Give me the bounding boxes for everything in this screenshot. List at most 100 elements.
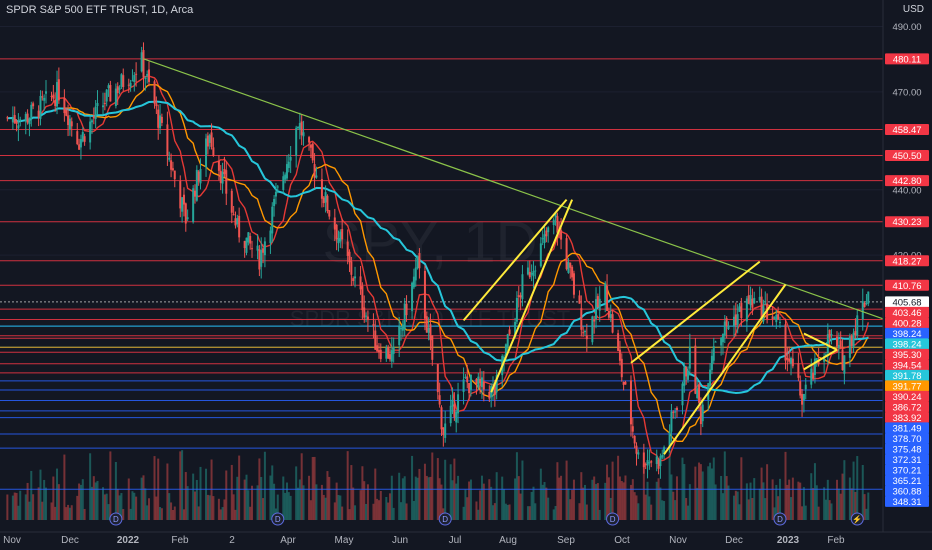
volume-bar	[92, 476, 95, 520]
candle-body	[674, 411, 677, 413]
candle-body	[687, 370, 690, 380]
volume-bar	[585, 504, 588, 520]
candle-body	[791, 358, 794, 367]
candle-body	[464, 376, 467, 378]
candle-body	[54, 99, 57, 107]
candle-body	[199, 168, 202, 184]
candle-body	[732, 316, 735, 326]
candle-body	[583, 331, 586, 333]
volume-bar	[302, 485, 305, 520]
candle-body	[81, 131, 84, 142]
volume-bar	[661, 500, 664, 520]
price-label: 386.72	[892, 402, 921, 413]
volume-bar	[385, 496, 388, 520]
volume-bar	[354, 505, 357, 520]
volume-bar	[425, 475, 428, 520]
candle-body	[276, 186, 279, 188]
volume-bar	[683, 464, 686, 520]
volume-bar	[133, 492, 136, 520]
candle-body	[153, 81, 156, 104]
volume-bar	[723, 451, 726, 520]
price-label-bg	[885, 306, 929, 318]
volume-bar	[449, 464, 452, 520]
candle-body	[320, 179, 323, 199]
price-label-bg	[885, 317, 929, 329]
volume-bar	[519, 493, 522, 520]
volume-bar	[284, 492, 287, 520]
volume-bar	[83, 508, 86, 520]
candle-body	[714, 341, 717, 343]
candle-body	[440, 407, 443, 430]
volume-bar	[63, 454, 66, 520]
volume-bar	[320, 484, 323, 520]
volume-bar	[308, 475, 311, 520]
volume-bar	[300, 453, 303, 520]
candle-body	[17, 125, 20, 129]
candle-body	[26, 113, 29, 123]
volume-bar	[672, 491, 675, 520]
volume-bar	[771, 479, 774, 520]
volume-bar	[580, 472, 583, 520]
volume-bar	[70, 505, 73, 520]
candle-body	[44, 91, 47, 94]
event-marker-label: ⚡	[852, 514, 862, 524]
candle-body	[777, 314, 780, 320]
volume-bar	[710, 468, 713, 520]
candle-body	[335, 224, 338, 240]
volume-bar	[26, 482, 29, 520]
volume-bar	[462, 506, 465, 520]
volume-bar	[620, 481, 623, 520]
volume-bar	[44, 487, 47, 520]
volume-bar	[745, 483, 748, 520]
volume-bar	[698, 462, 701, 520]
volume-bar	[114, 461, 117, 520]
price-label-bg	[885, 390, 929, 402]
candles	[6, 42, 870, 479]
candle-body	[517, 295, 520, 297]
candle-body	[758, 296, 761, 301]
volume-bar	[341, 506, 344, 520]
currency-label: USD	[902, 4, 924, 15]
volume-bar	[322, 494, 325, 520]
time-axis[interactable]: Nov Dec 2022 Feb 2 Apr May Jun Jul Aug Sep Oct Nov De…	[3, 535, 845, 546]
volume-bar	[736, 491, 739, 520]
candle-body	[786, 357, 789, 360]
volume-bar	[721, 493, 724, 520]
volume-bar	[740, 457, 743, 520]
volume-bar	[727, 485, 730, 520]
candle-body	[333, 217, 336, 230]
candle-body	[78, 144, 81, 150]
volume-bar	[52, 476, 55, 520]
volume-bar	[153, 456, 156, 520]
candle-body	[181, 197, 184, 212]
candle-body	[311, 143, 314, 161]
candle-body	[225, 170, 228, 194]
volume-bar	[850, 488, 853, 520]
volume-bar	[657, 478, 660, 520]
candle-body	[637, 452, 640, 455]
price-label-bg	[885, 348, 929, 360]
candle-body	[401, 324, 404, 331]
candle-body	[92, 116, 95, 119]
volume-bar	[457, 475, 460, 520]
candle-body	[118, 87, 121, 90]
candle-body	[655, 456, 658, 465]
candle-body	[514, 321, 517, 338]
candle-body	[828, 329, 831, 338]
volume-bar	[376, 498, 379, 520]
volume-bar	[596, 483, 599, 520]
candle-body	[217, 160, 220, 171]
candle-body	[302, 132, 305, 137]
candle-body	[11, 117, 14, 123]
volume-bar	[624, 475, 627, 520]
candle-body	[160, 116, 163, 123]
candle-body	[251, 248, 254, 250]
candle-body	[238, 215, 241, 238]
volume-bar	[197, 506, 200, 520]
volume-bar	[539, 468, 542, 520]
price-label-bg	[885, 380, 929, 392]
volume-bar	[89, 453, 92, 520]
volume-bar	[223, 499, 226, 520]
candle-body	[186, 217, 189, 220]
